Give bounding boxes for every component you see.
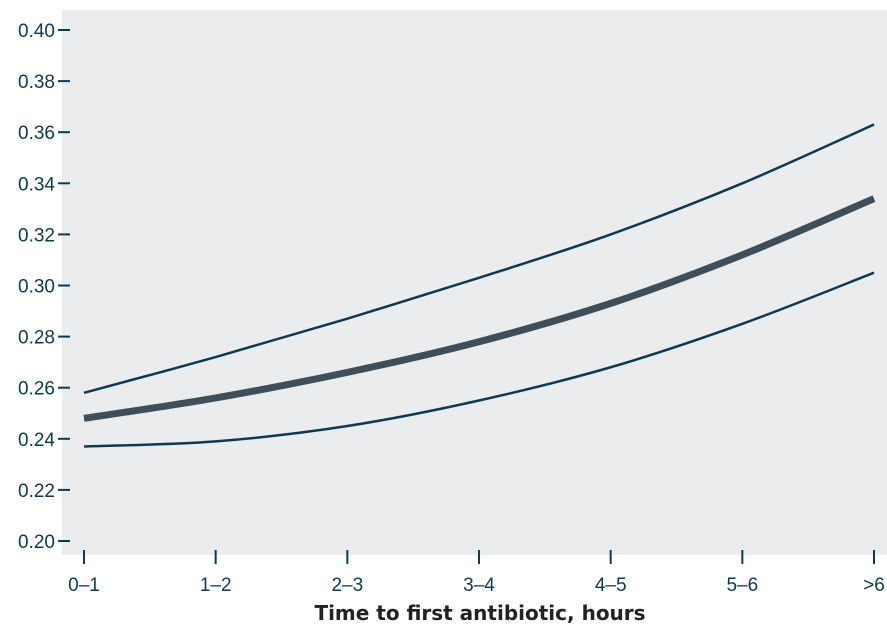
y-tick-label: 0.32 <box>18 225 55 246</box>
y-tick-label: 0.22 <box>18 481 55 502</box>
x-tick-label: 2–3 <box>331 575 363 596</box>
series-line-upper-bound <box>83 123 875 395</box>
x-tick-label: 1–2 <box>200 575 232 596</box>
y-tick-label: 0.40 <box>18 21 55 42</box>
y-tick-label: 0.34 <box>18 174 55 195</box>
y-tick-label: 0.28 <box>18 328 55 349</box>
series-lines <box>83 123 876 448</box>
series-line-estimate <box>83 195 876 422</box>
x-tick-label: 3–4 <box>463 575 495 596</box>
x-axis: 0–1 1–2 2–3 3–4 4–5 5–6 >6 <box>68 550 885 596</box>
y-tick-label: 0.36 <box>18 123 55 144</box>
x-tick-label: 0–1 <box>68 575 100 596</box>
y-tick-label: 0.20 <box>18 532 55 553</box>
y-tick-label: 0.26 <box>18 379 55 400</box>
x-tick-label: 5–6 <box>726 575 758 596</box>
y-tick-label: 0.38 <box>18 72 55 93</box>
series-line-lower-bound <box>83 271 875 448</box>
plot-panel <box>62 10 887 555</box>
x-tick-label: >6 <box>863 575 885 596</box>
y-axis: 0.20 0.22 0.24 0.26 0.28 0.30 0.32 0.34 0.36 0.38… <box>18 21 70 553</box>
y-tick-label: 0.30 <box>18 277 55 298</box>
x-axis-title: Time to first antibiotic, hours <box>314 601 645 625</box>
y-tick-label: 0.24 <box>18 430 55 451</box>
x-tick-label: 4–5 <box>595 575 627 596</box>
